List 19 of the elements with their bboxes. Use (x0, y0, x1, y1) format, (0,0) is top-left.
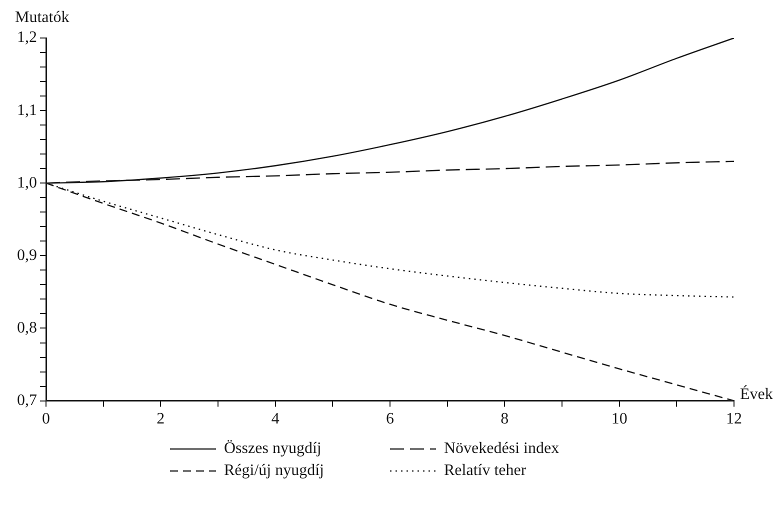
x-tick-label: 10 (611, 410, 628, 428)
legend-label: Régi/új nyugdíj (224, 462, 324, 480)
x-axis-title: Évek (740, 385, 773, 404)
x-tick-label: 12 (726, 410, 742, 428)
legend-label: Növekedési index (444, 440, 560, 458)
x-tick-label: 8 (500, 410, 509, 428)
x-tick-label: 4 (271, 410, 280, 428)
legend-label: Összes nyugdíj (224, 440, 322, 458)
y-tick-label: 1,0 (17, 174, 37, 192)
y-axis-title: Mutatók (15, 9, 70, 26)
x-tick-label: 6 (386, 410, 394, 428)
x-tick-label: 2 (156, 410, 165, 428)
y-tick-label: 1,1 (17, 102, 37, 119)
x-tick-label: 0 (42, 410, 50, 428)
y-tick-label: 0,8 (17, 319, 37, 336)
y-tick-label: 0,9 (17, 246, 37, 264)
y-tick-label: 0,7 (17, 392, 37, 410)
legend-label: Relatív teher (444, 462, 526, 480)
y-tick-label: 1,2 (17, 29, 37, 46)
